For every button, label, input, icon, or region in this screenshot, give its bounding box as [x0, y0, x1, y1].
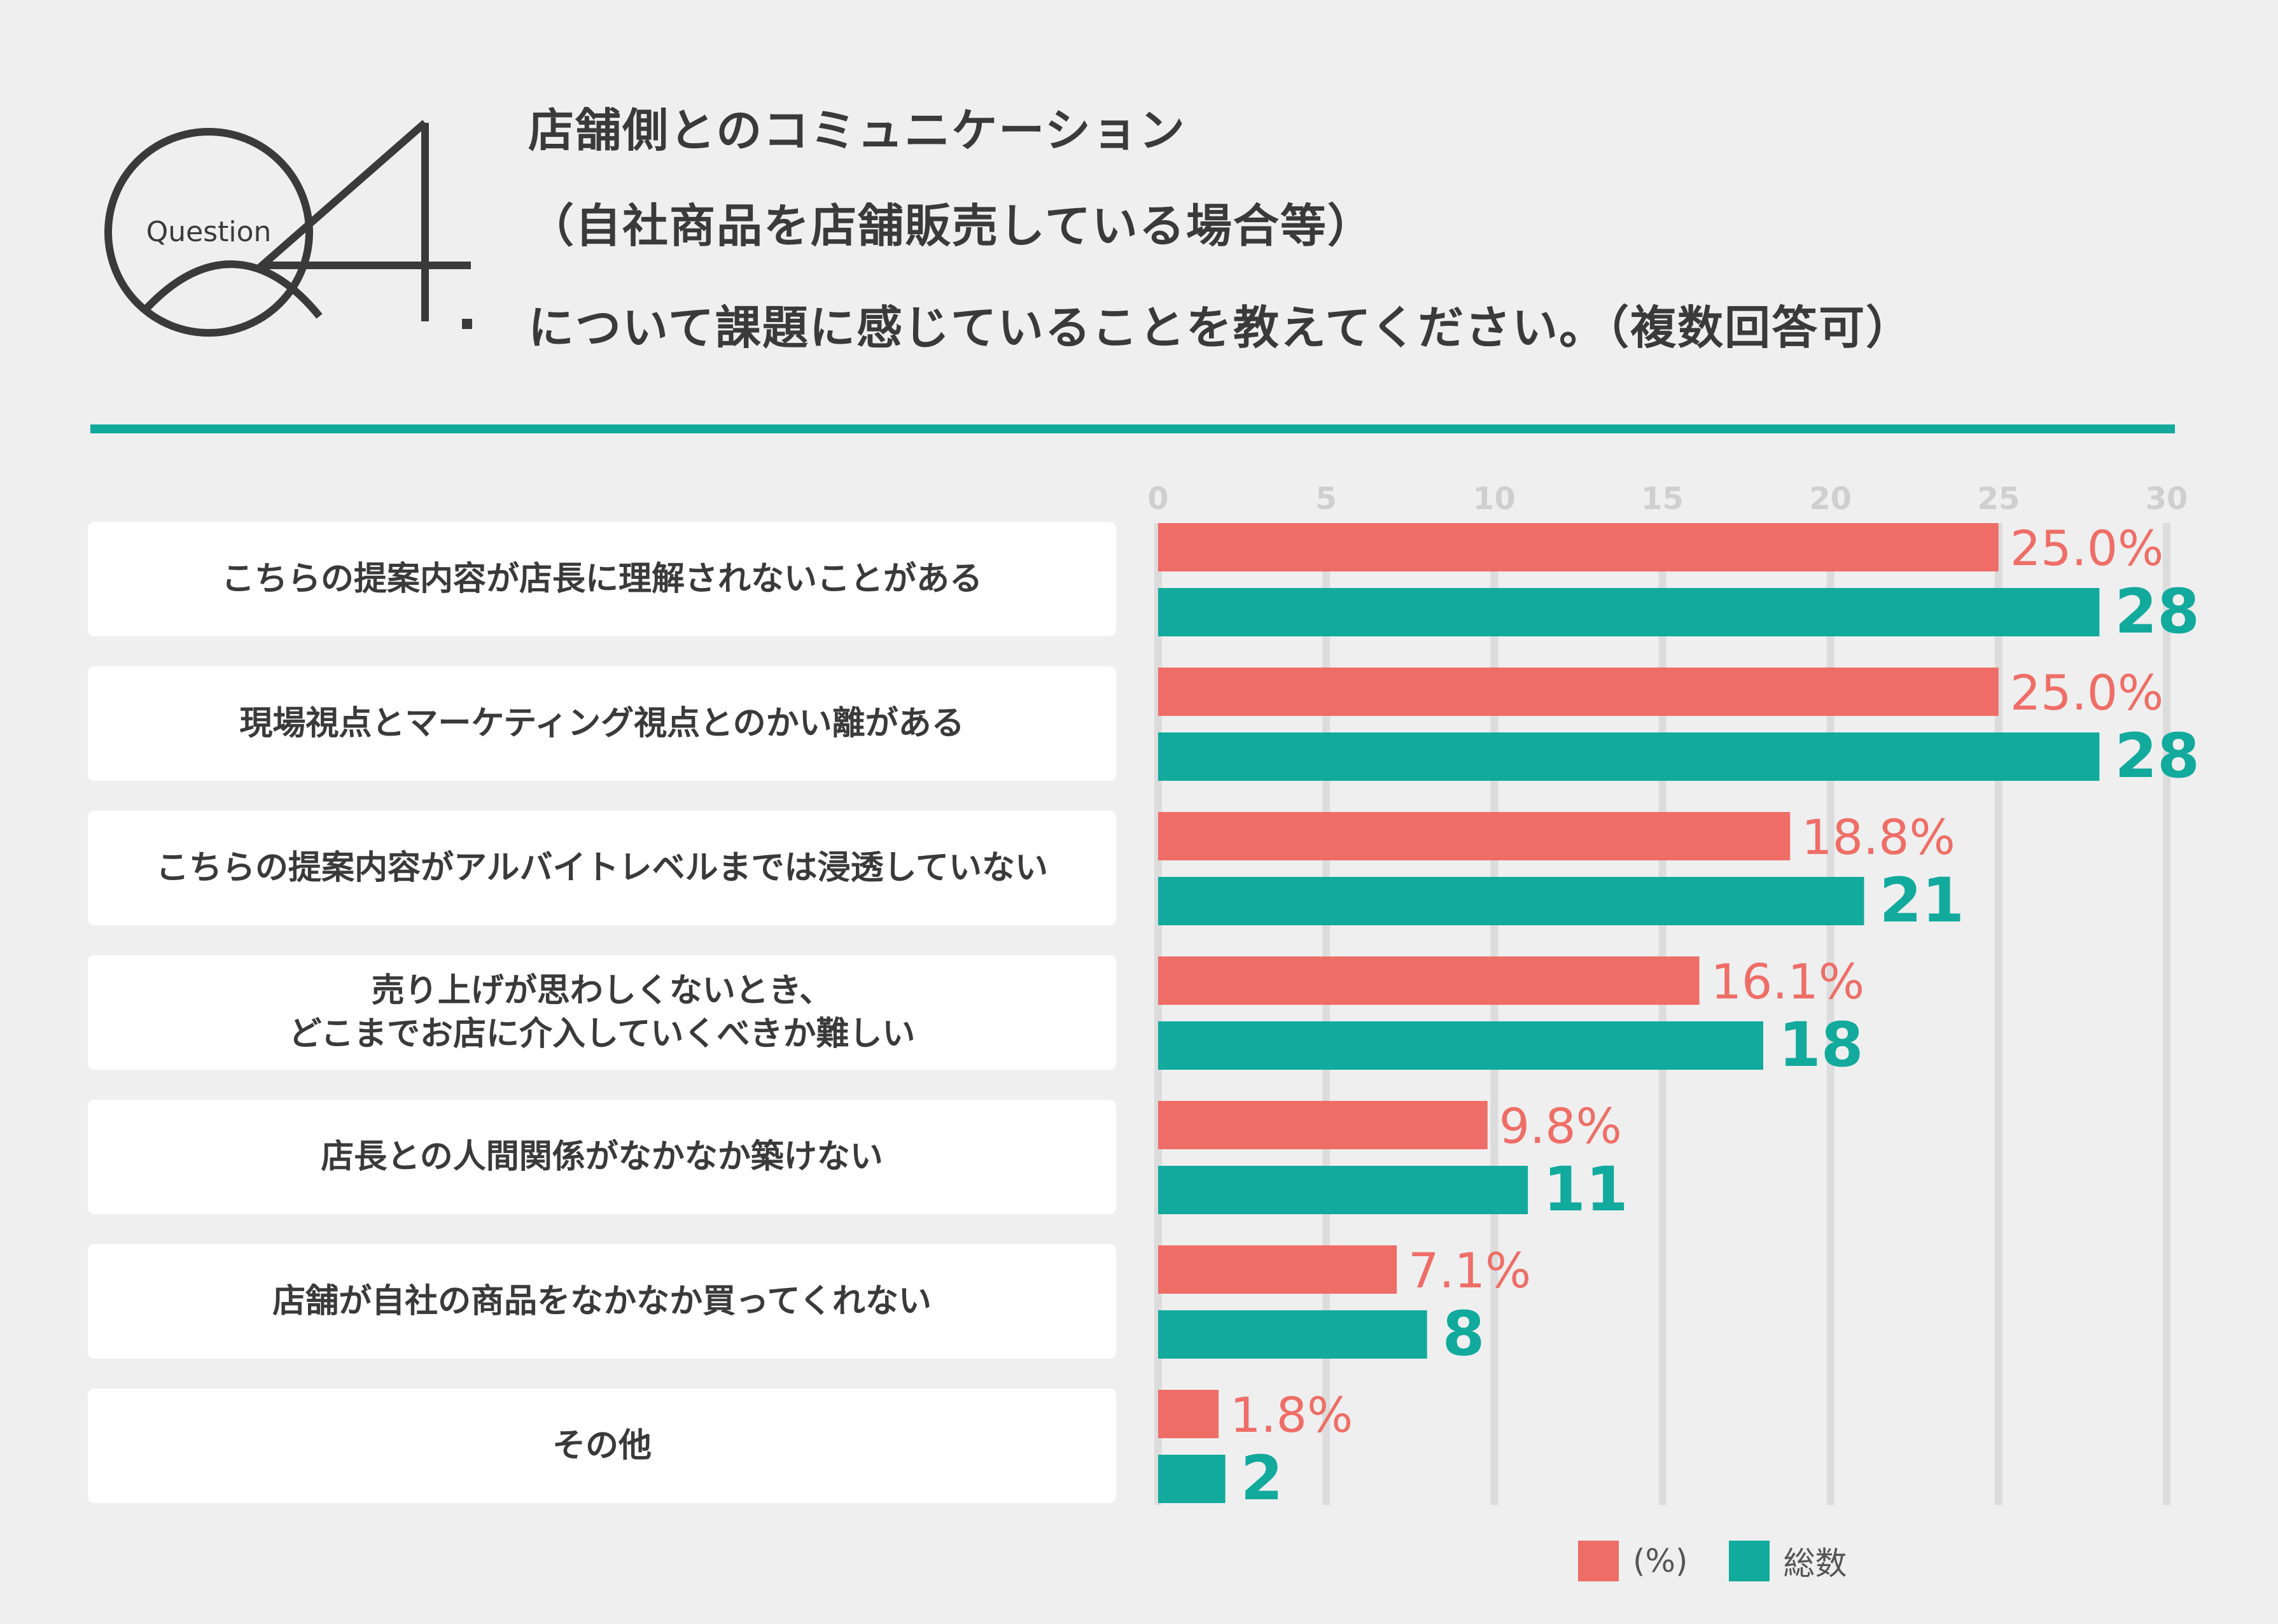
- total-bar: [1158, 1021, 1763, 1070]
- category-label-box: その他: [88, 1389, 1116, 1503]
- total-data-label: 2: [1241, 1443, 1283, 1514]
- percent-bar: [1158, 1390, 1219, 1438]
- category-label: 現場視点とマーケティング視点とのかい離がある: [239, 704, 965, 743]
- q-circle: [104, 128, 313, 337]
- question-q4-logo: Question: [104, 120, 472, 337]
- total-data-label: 21: [1880, 865, 1965, 936]
- total-data-label: 11: [1543, 1154, 1628, 1225]
- percent-bar: [1158, 668, 1999, 716]
- x-tick-label: 20: [1809, 481, 1852, 517]
- percent-bar: [1158, 956, 1700, 1005]
- category-label: こちらの提案内容が店長に理解されないことがある: [221, 560, 982, 598]
- x-tick-label: 25: [1977, 481, 2020, 517]
- question-title-line-3: について課題に感じていることを教えてください。（複数回答可）: [528, 301, 1913, 354]
- total-data-label: 18: [1778, 1009, 1864, 1081]
- legend-item-percent: (%): [1578, 1541, 1688, 1581]
- category-label-box: 店長との人間関係がなかなか築けない: [88, 1100, 1116, 1214]
- category-label: 店長との人間関係がなかなか築けない: [321, 1138, 883, 1176]
- total-data-label: 28: [2114, 720, 2200, 792]
- category-label: 店舗が自社の商品をなかなか買ってくれない: [272, 1282, 932, 1320]
- percent-bar: [1158, 812, 1791, 860]
- total-bar: [1158, 588, 2100, 636]
- numeral-four: [252, 120, 471, 269]
- x-tick-label: 30: [2146, 481, 2188, 517]
- question-title-line-1: 店舗側とのコミュニケーション: [528, 104, 1186, 157]
- total-bar: [1158, 1310, 1427, 1359]
- legend-label-percent: (%): [1633, 1543, 1688, 1579]
- legend-swatch-teal: [1728, 1541, 1770, 1581]
- title-divider: [90, 424, 2175, 433]
- total-data-label: 8: [1443, 1298, 1485, 1369]
- total-bar: [1158, 732, 2100, 781]
- x-tick-label: 5: [1315, 481, 1336, 517]
- gridline: [2163, 523, 2170, 1505]
- legend-item-total: 総数: [1728, 1538, 1847, 1584]
- percent-data-label: 18.8%: [1801, 809, 1955, 865]
- percent-data-label: 25.0%: [2010, 664, 2163, 721]
- percent-data-label: 1.8%: [1230, 1387, 1353, 1443]
- category-label-box: こちらの提案内容がアルバイトレベルまでは浸透していない: [88, 811, 1116, 925]
- question-logo-text: Question: [146, 216, 272, 248]
- q-tail: [143, 260, 323, 319]
- category-label: その他: [552, 1427, 652, 1465]
- category-label-box: 現場視点とマーケティング視点とのかい離がある: [88, 666, 1116, 781]
- percent-bar: [1158, 523, 1999, 571]
- category-label: 売り上げが思わしくないとき、 どこまでお店に介入していくべきか難しい: [288, 972, 916, 1053]
- percent-bar: [1158, 1101, 1488, 1149]
- total-bar: [1158, 877, 1864, 925]
- category-label: こちらの提案内容がアルバイトレベルまでは浸透していない: [156, 849, 1048, 887]
- percent-data-label: 16.1%: [1711, 953, 1864, 1010]
- total-bar: [1158, 1166, 1528, 1214]
- x-tick-label: 15: [1641, 481, 1684, 517]
- percent-data-label: 25.0%: [2010, 520, 2163, 577]
- percent-bar: [1158, 1245, 1397, 1294]
- category-label-box: 店舗が自社の商品をなかなか買ってくれない: [88, 1244, 1116, 1359]
- chart-legend: (%) 総数: [1578, 1539, 1888, 1583]
- x-tick-label: 10: [1473, 481, 1516, 517]
- legend-swatch-coral: [1578, 1541, 1619, 1581]
- category-label-box: こちらの提案内容が店長に理解されないことがある: [88, 522, 1116, 636]
- logo-dot: [462, 319, 472, 329]
- total-data-label: 28: [2114, 576, 2200, 647]
- percent-data-label: 9.8%: [1499, 1098, 1622, 1154]
- total-bar: [1158, 1455, 1226, 1503]
- percent-data-label: 7.1%: [1408, 1242, 1531, 1299]
- x-tick-label: 0: [1147, 481, 1168, 517]
- category-label-box: 売り上げが思わしくないとき、 どこまでお店に介入していくべきか難しい: [88, 955, 1116, 1070]
- question-title-line-2: （自社商品を店舗販売している場合等）: [528, 199, 1374, 253]
- legend-label-total: 総数: [1783, 1545, 1847, 1582]
